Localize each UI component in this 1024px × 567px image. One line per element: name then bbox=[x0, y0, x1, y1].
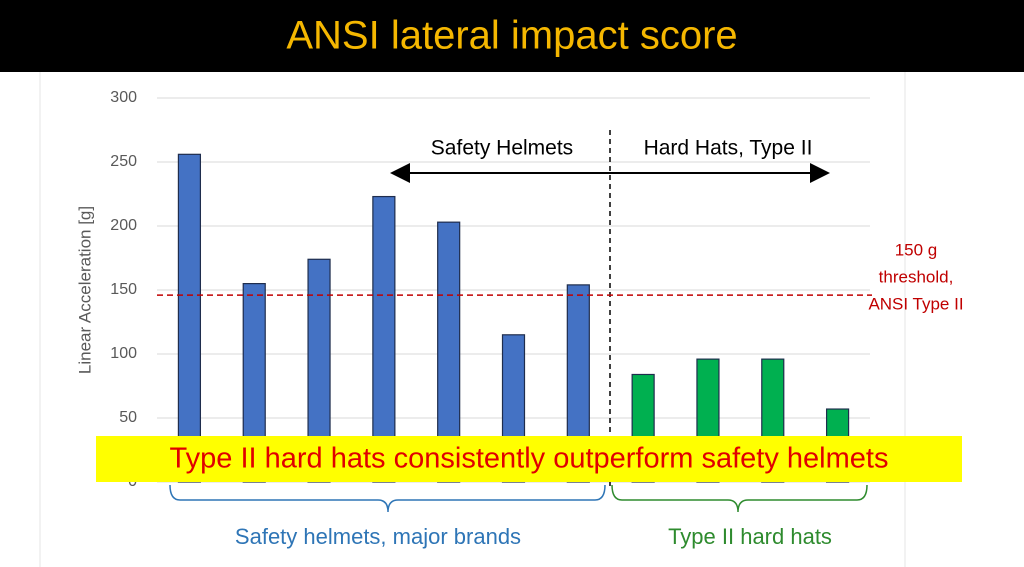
y-axis-label: Linear Acceleration [g] bbox=[75, 206, 94, 374]
grid: 050100150200250300 bbox=[110, 89, 870, 490]
y-tick-label: 200 bbox=[110, 217, 137, 234]
y-tick-label: 150 bbox=[110, 281, 137, 298]
y-tick-label: 100 bbox=[110, 345, 137, 362]
threshold-label: 150 g bbox=[895, 240, 938, 259]
y-tick-label: 50 bbox=[119, 409, 137, 426]
threshold: 150 g threshold, ANSI Type II bbox=[157, 240, 964, 313]
bracket bbox=[611, 484, 868, 513]
banner bbox=[96, 436, 962, 482]
y-tick-label: 300 bbox=[110, 89, 137, 106]
chart-title: ANSI lateral impact score bbox=[286, 14, 737, 58]
group-label: Safety helmets, major brands bbox=[235, 524, 521, 549]
threshold-label: threshold, bbox=[879, 267, 954, 286]
threshold-label: ANSI Type II bbox=[868, 294, 963, 313]
bar bbox=[177, 153, 202, 483]
banner-text: Type II hard hats consistently outperfor… bbox=[170, 443, 889, 475]
bracket bbox=[169, 484, 606, 513]
title-band bbox=[0, 0, 1024, 72]
y-tick-label: 250 bbox=[110, 153, 137, 170]
group-label: Type II hard hats bbox=[668, 524, 832, 549]
arrow-label: Hard Hats, Type II bbox=[644, 137, 813, 160]
arrow-label: Safety Helmets bbox=[431, 137, 573, 160]
